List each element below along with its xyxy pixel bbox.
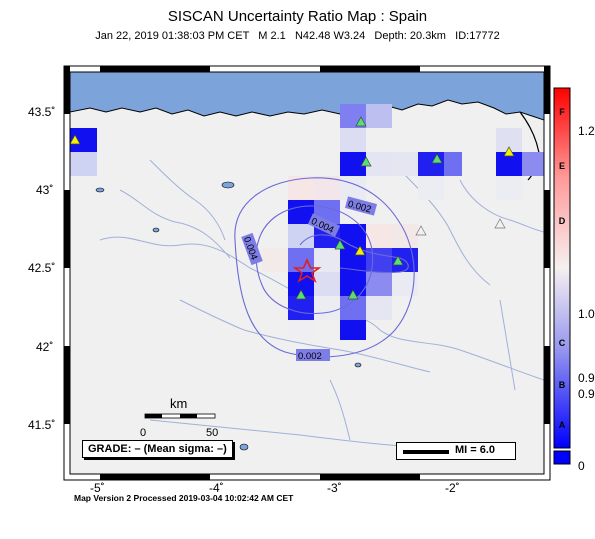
scale-title: km [170,396,187,411]
lat-tick: 42.5˚ [28,261,55,275]
station-marker [415,225,427,236]
scale-min: 0 [140,427,146,439]
footer-text: Map Version 2 Processed 2019-03-04 10:02… [74,493,294,503]
contour-label: 0.002 [298,351,322,362]
lon-tick: -3˚ [327,481,342,495]
sea-area [70,72,544,121]
colorbar-letter: B [559,380,566,390]
stations [70,116,515,300]
colorbar: F E D C B A 1.2 1.0 0.9 0.9 0 [553,87,595,473]
colorbar-value: 1.2 [578,124,595,138]
station-marker [295,289,307,300]
colorbar-letter: D [559,216,566,226]
colorbar-letter: F [559,107,565,117]
scale-max: 50 [206,427,218,439]
station-marker [354,245,366,256]
map-title: SISCAN Uncertainty Ratio Map : Spain [167,8,428,25]
map-subtitle: Jan 22, 2019 01:38:03 PM CET M 2.1 N42.4… [95,30,500,42]
lon-tick: -5˚ [90,481,105,495]
colorbar-value: 0 [578,459,585,473]
lon-axis: -5˚ -4˚ -3˚ -2˚ [90,481,460,495]
colorbar-value: 0.9 [578,371,595,385]
mi-line [403,450,449,454]
station-marker [347,289,359,300]
colorbar-value: 1.0 [578,307,595,321]
station-marker [392,255,404,266]
station-marker [494,218,506,229]
contours [234,177,415,358]
lat-tick: 43˚ [36,183,53,197]
station-marker [503,146,515,157]
colorbar-letter: E [559,161,565,171]
epicenter-star [292,258,322,283]
lat-tick: 43.5˚ [28,105,55,119]
lat-tick: 41.5˚ [28,418,55,432]
station-marker [431,153,443,164]
station-marker [360,156,372,167]
lon-tick: -2˚ [445,481,460,495]
colorbar-letter: C [559,338,566,348]
contour-labels: 0.002 0.004 0.004 0.002 [241,196,378,362]
station-marker [70,134,81,145]
colorbar-letter: A [559,420,566,430]
map-frame [63,65,551,481]
colorbar-value: 0.9 [578,387,595,401]
lat-tick: 42˚ [36,340,53,354]
station-marker [355,116,367,127]
map-area: 0.002 0.004 0.004 0.002 km [70,72,544,474]
mi-legend: MI = 6.0 [396,442,516,460]
station-marker [334,239,346,250]
lat-axis: 43.5˚ 43˚ 42.5˚ 42˚ 41.5˚ [28,105,55,432]
grade-box: GRADE: – (Mean sigma: –) [82,440,233,458]
lon-tick: -4˚ [209,481,224,495]
scale-bar: km 0 50 [140,396,218,439]
lakes [95,181,415,451]
mi-label: MI = 6.0 [455,444,496,456]
